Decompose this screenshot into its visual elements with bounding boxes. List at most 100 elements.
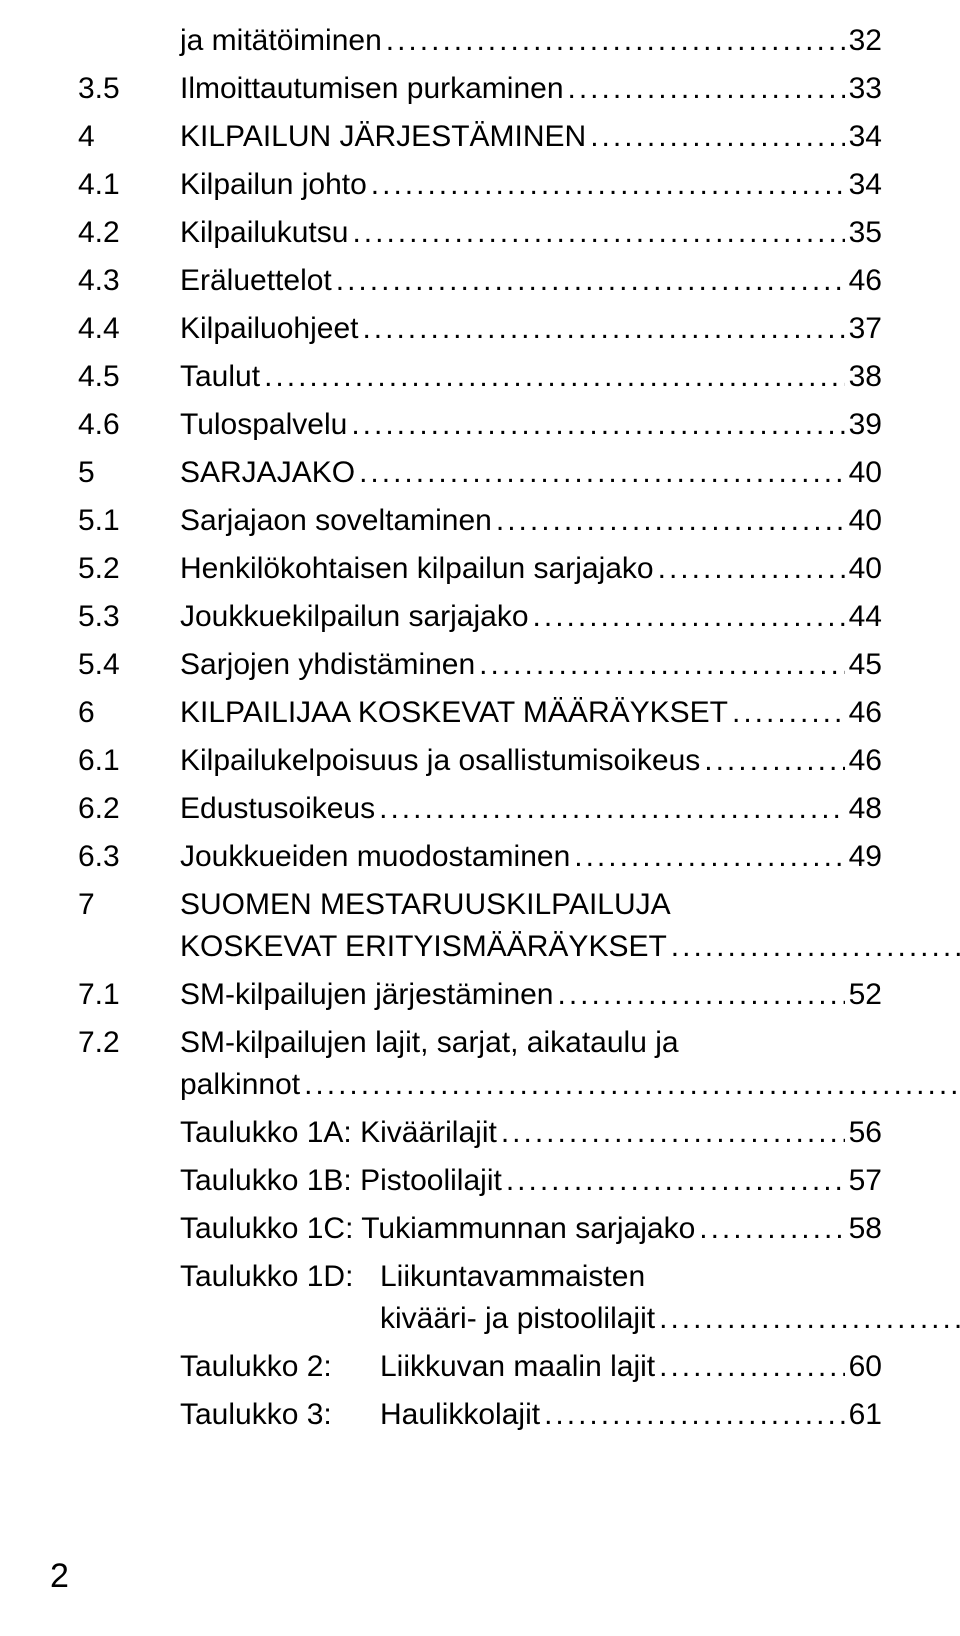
toc-page: 32 bbox=[849, 20, 882, 62]
toc-number: 4.3 bbox=[78, 260, 180, 302]
toc-entry: 4.2Kilpailukutsu........................… bbox=[78, 212, 882, 254]
toc-number: 7.2 bbox=[78, 1022, 180, 1064]
dot-leader: ........................................… bbox=[351, 404, 844, 446]
toc-page: 46 bbox=[849, 260, 882, 302]
dot-leader: ........................................… bbox=[732, 692, 845, 734]
table-of-contents: ja mitätöiminen.........................… bbox=[78, 20, 882, 1436]
toc-number: 5.4 bbox=[78, 644, 180, 686]
toc-title: Taulut bbox=[180, 356, 260, 398]
toc-number: 4.5 bbox=[78, 356, 180, 398]
toc-title: palkinnot bbox=[180, 1064, 300, 1106]
dot-leader: ........................................… bbox=[658, 548, 845, 590]
toc-title: KILPAILIJAA KOSKEVAT MÄÄRÄYKSET bbox=[180, 692, 728, 734]
toc-entry: 5.2Henkilökohtaisen kilpailun sarjajako.… bbox=[78, 548, 882, 590]
toc-page: 37 bbox=[849, 308, 882, 350]
dot-leader: ........................................… bbox=[506, 1160, 845, 1202]
toc-page: 39 bbox=[849, 404, 882, 446]
toc-title: Taulukko 1C: Tukiammunnan sarjajako bbox=[180, 1208, 695, 1250]
toc-sub-entry: Taulukko 2:Liikkuvan maalin lajit.......… bbox=[180, 1346, 882, 1388]
toc-number: 3.5 bbox=[78, 68, 180, 110]
toc-sub-label: Taulukko 3: bbox=[180, 1394, 380, 1436]
toc-entry: 5.1Sarjajaon soveltaminen...............… bbox=[78, 500, 882, 542]
dot-leader: ........................................… bbox=[558, 974, 845, 1016]
toc-title: Sarjajaon soveltaminen bbox=[180, 500, 492, 542]
toc-title: Joukkueiden muodostaminen bbox=[180, 836, 570, 878]
toc-entry: 4.6Tulospalvelu.........................… bbox=[78, 404, 882, 446]
toc-entry: 6.2Edustusoikeus........................… bbox=[78, 788, 882, 830]
toc-page: 40 bbox=[849, 500, 882, 542]
toc-sub-label: Taulukko 2: bbox=[180, 1346, 380, 1388]
toc-title: Eräluettelot bbox=[180, 260, 332, 302]
dot-leader: ........................................… bbox=[659, 1298, 960, 1340]
dot-leader: ........................................… bbox=[304, 1064, 960, 1106]
toc-entry: 3.5Ilmoittautumisen purkaminen..........… bbox=[78, 68, 882, 110]
toc-title: SM-kilpailujen lajit, sarjat, aikataulu … bbox=[180, 1022, 960, 1064]
toc-title: SM-kilpailujen järjestäminen bbox=[180, 974, 554, 1016]
dot-leader: ........................................… bbox=[371, 164, 845, 206]
dot-leader: ........................................… bbox=[568, 68, 845, 110]
toc-title: Kilpailukelpoisuus ja osallistumisoikeus bbox=[180, 740, 700, 782]
toc-number: 6.2 bbox=[78, 788, 180, 830]
toc-page: 45 bbox=[849, 644, 882, 686]
dot-leader: ........................................… bbox=[336, 260, 845, 302]
dot-leader: ........................................… bbox=[362, 308, 844, 350]
dot-leader: ........................................… bbox=[352, 212, 844, 254]
page-number: 2 bbox=[50, 1557, 69, 1596]
toc-entry: 4.5Taulut...............................… bbox=[78, 356, 882, 398]
toc-page: 35 bbox=[849, 212, 882, 254]
toc-title: Liikkuvan maalin lajit bbox=[380, 1346, 655, 1388]
toc-number: 5.3 bbox=[78, 596, 180, 638]
toc-title: ja mitätöiminen bbox=[180, 20, 382, 62]
toc-number: 7.1 bbox=[78, 974, 180, 1016]
toc-title: Kilpailuohjeet bbox=[180, 308, 358, 350]
toc-entry: 6KILPAILIJAA KOSKEVAT MÄÄRÄYKSET........… bbox=[78, 692, 882, 734]
toc-title: SARJAJAKO bbox=[180, 452, 355, 494]
dot-leader: ........................................… bbox=[544, 1394, 845, 1436]
dot-leader: ........................................… bbox=[359, 452, 845, 494]
toc-title: KOSKEVAT ERITYISMÄÄRÄYKSET bbox=[180, 926, 667, 968]
toc-page: 52 bbox=[849, 974, 882, 1016]
toc-title: kivääri- ja pistoolilajit bbox=[380, 1298, 655, 1340]
dot-leader: ........................................… bbox=[386, 20, 845, 62]
dot-leader: ........................................… bbox=[479, 644, 844, 686]
toc-title: Sarjojen yhdistäminen bbox=[180, 644, 475, 686]
toc-page: 33 bbox=[849, 68, 882, 110]
toc-entry: 5.4Sarjojen yhdistäminen................… bbox=[78, 644, 882, 686]
dot-leader: ........................................… bbox=[671, 926, 960, 968]
toc-title: Haulikkolajit bbox=[380, 1394, 540, 1436]
toc-sub-entry: Taulukko 3:Haulikkolajit................… bbox=[180, 1394, 882, 1436]
toc-title: Kilpailukutsu bbox=[180, 212, 348, 254]
toc-entry: 6.1Kilpailukelpoisuus ja osallistumisoik… bbox=[78, 740, 882, 782]
toc-page: 46 bbox=[849, 692, 882, 734]
toc-entry: 4.3Eräluettelot.........................… bbox=[78, 260, 882, 302]
toc-number: 4.6 bbox=[78, 404, 180, 446]
toc-number: 6.1 bbox=[78, 740, 180, 782]
toc-entry: 6.3Joukkueiden muodostaminen............… bbox=[78, 836, 882, 878]
toc-page: 40 bbox=[849, 452, 882, 494]
toc-entry: 4.4Kilpailuohjeet.......................… bbox=[78, 308, 882, 350]
toc-entry: 7.1SM-kilpailujen järjestäminen.........… bbox=[78, 974, 882, 1016]
toc-entry: Taulukko 1A: Kiväärilajit...............… bbox=[78, 1112, 882, 1154]
toc-number: 4.2 bbox=[78, 212, 180, 254]
toc-title: KILPAILUN JÄRJESTÄMINEN bbox=[180, 116, 586, 158]
toc-page: 60 bbox=[849, 1346, 882, 1388]
toc-page: 34 bbox=[849, 164, 882, 206]
dot-leader: ........................................… bbox=[574, 836, 844, 878]
toc-entry: 5SARJAJAKO..............................… bbox=[78, 452, 882, 494]
toc-title: Ilmoittautumisen purkaminen bbox=[180, 68, 564, 110]
toc-sub-label: Taulukko 1D: bbox=[180, 1256, 380, 1298]
toc-entry: 7SUOMEN MESTARUUSKILPAILUJAKOSKEVAT ERIT… bbox=[78, 884, 882, 968]
toc-number: 6.3 bbox=[78, 836, 180, 878]
toc-entry: ja mitätöiminen.........................… bbox=[78, 20, 882, 62]
dot-leader: ........................................… bbox=[264, 356, 845, 398]
dot-leader: ........................................… bbox=[533, 596, 845, 638]
toc-page: 38 bbox=[849, 356, 882, 398]
toc-number: 4.1 bbox=[78, 164, 180, 206]
toc-title: Henkilökohtaisen kilpailun sarjajako bbox=[180, 548, 654, 590]
dot-leader: ........................................… bbox=[590, 116, 844, 158]
toc-entry: 4KILPAILUN JÄRJESTÄMINEN................… bbox=[78, 116, 882, 158]
toc-title: Taulukko 1A: Kiväärilajit bbox=[180, 1112, 497, 1154]
dot-leader: ........................................… bbox=[659, 1346, 844, 1388]
toc-entry: Taulukko 1B: Pistoolilajit..............… bbox=[78, 1160, 882, 1202]
toc-page: 49 bbox=[849, 836, 882, 878]
